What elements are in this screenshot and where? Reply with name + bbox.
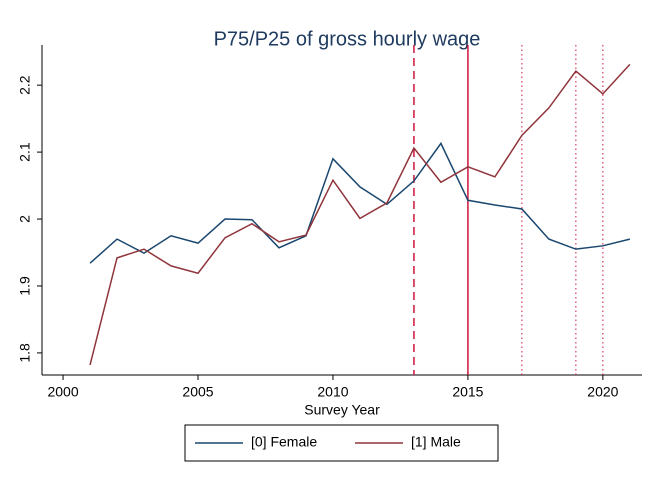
x-tick-label: 2000 [47, 384, 78, 400]
x-axis-label: Survey Year [304, 402, 380, 418]
data-line [89, 141, 631, 264]
x-tick-label: 2005 [182, 384, 213, 400]
y-tick-label: 2.2 [17, 75, 33, 95]
y-tick-label: 1.9 [17, 276, 33, 296]
legend-label: [0] Female [251, 434, 317, 450]
y-tick-label: 2.1 [17, 142, 33, 162]
y-tick-label: 2 [17, 215, 33, 223]
y-tick-label: 1.8 [17, 343, 33, 363]
chart-title: P75/P25 of gross hourly wage [214, 28, 481, 50]
x-tick-label: 2020 [587, 384, 618, 400]
data-line [89, 63, 631, 366]
x-tick-label: 2015 [452, 384, 483, 400]
legend-label: [1] Male [411, 434, 461, 450]
x-tick-label: 2010 [317, 384, 348, 400]
